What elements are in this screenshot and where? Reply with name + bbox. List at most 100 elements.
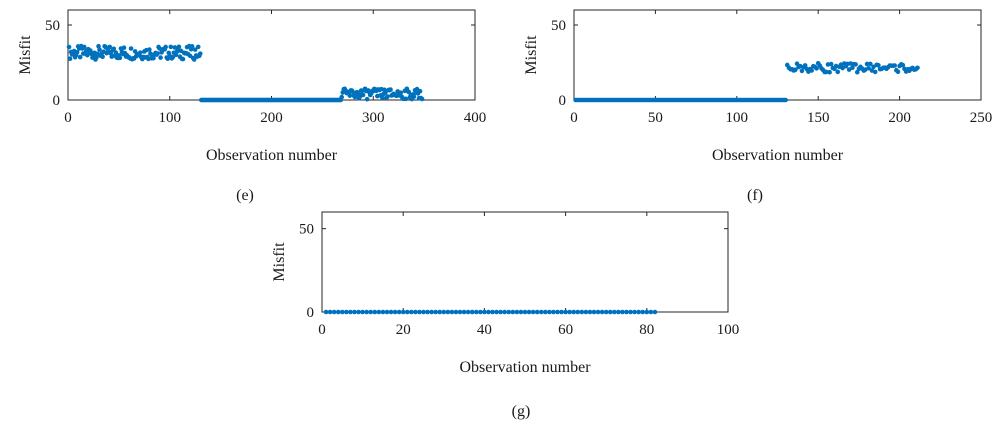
data-point: [547, 309, 552, 315]
data-point: [96, 43, 101, 49]
data-point: [628, 309, 633, 315]
data-point: [579, 309, 585, 315]
data-point: [498, 309, 503, 315]
data-point: [339, 94, 345, 100]
data-point: [392, 309, 398, 315]
data-point: [364, 96, 370, 102]
data-point: [411, 94, 417, 99]
data-point: [607, 309, 613, 315]
data-point: [644, 309, 650, 315]
data-point: [348, 309, 353, 315]
data-point: [872, 69, 878, 75]
data-point: [510, 309, 516, 315]
x-tick-label: 60: [558, 322, 573, 338]
data-point: [419, 96, 425, 102]
chart-panel-e: 0 100 200 300 400 0 50 Observation number Misfit…: [17, 9, 486, 204]
data-point: [502, 309, 508, 315]
x-tick-label: 200: [260, 110, 283, 126]
data-point: [398, 90, 404, 95]
data-point: [486, 309, 491, 315]
data-point: [854, 69, 860, 75]
data-point: [632, 309, 637, 315]
plot-frame: [573, 9, 982, 101]
data-point: [583, 309, 589, 315]
data-point: [356, 309, 361, 315]
x-tick-label: 100: [717, 322, 740, 338]
data-point: [189, 44, 195, 49]
data-point: [417, 309, 422, 315]
data-point: [66, 44, 72, 50]
data-point: [620, 309, 625, 315]
data-point: [469, 309, 475, 315]
data-point: [551, 309, 556, 315]
y-tick-label: 50: [45, 18, 60, 34]
y-axis-label: Misfit: [17, 35, 34, 75]
data-point: [388, 309, 394, 315]
data-point: [107, 44, 113, 50]
data-point: [364, 309, 369, 315]
data-point: [915, 65, 920, 71]
data-point: [567, 309, 572, 315]
data-point: [97, 47, 102, 53]
data-point: [453, 309, 459, 315]
data-point: [74, 49, 80, 55]
data-point: [603, 309, 609, 315]
data-point: [449, 309, 455, 315]
x-axis-label: Observation number: [459, 359, 591, 376]
x-tick-label: 300: [362, 110, 385, 126]
data-point: [380, 95, 385, 101]
data-point: [559, 309, 564, 315]
data-point: [335, 309, 341, 315]
data-point: [530, 309, 536, 315]
data-point: [121, 45, 127, 51]
y-tick-label: 0: [53, 93, 61, 109]
data-point: [180, 56, 186, 62]
data-point: [404, 309, 410, 315]
x-tick-label: 100: [726, 110, 749, 126]
data-point: [587, 309, 593, 315]
data-point: [128, 46, 134, 51]
data-point: [526, 309, 532, 315]
data-point: [490, 309, 495, 315]
data-point: [612, 309, 617, 315]
data-point: [827, 69, 832, 75]
x-tick-label: 150: [807, 110, 830, 126]
data-point: [113, 50, 119, 55]
data-point: [895, 69, 901, 75]
data-point: [197, 51, 203, 56]
data-point: [473, 309, 479, 315]
x-tick-label: 200: [888, 110, 911, 126]
panel-label: (e): [236, 187, 254, 204]
data-point: [445, 309, 451, 315]
data-point: [866, 65, 871, 71]
x-tick-label: 20: [396, 322, 411, 338]
data-point: [850, 65, 855, 70]
data-point: [409, 309, 414, 315]
data-point: [783, 97, 788, 103]
data-point: [853, 62, 858, 67]
data-point: [494, 309, 499, 315]
x-tick-label: 100: [159, 110, 182, 126]
data-point: [81, 44, 87, 50]
y-axis-label: Misfit: [271, 242, 288, 282]
data-point: [413, 309, 418, 315]
data-point: [828, 61, 834, 67]
data-point: [323, 309, 329, 315]
data-point: [867, 61, 873, 67]
data-point: [461, 309, 467, 315]
x-axis-label: Observation number: [712, 147, 844, 164]
x-tick-label: 40: [477, 322, 492, 338]
x-tick-label: 0: [318, 322, 326, 338]
data-point: [793, 67, 798, 73]
data-point: [327, 309, 333, 315]
plot-frame: [321, 211, 729, 313]
data-point: [478, 309, 483, 315]
data-point: [100, 54, 105, 60]
data-point: [372, 309, 378, 315]
y-axis-label: Misfit: [523, 35, 540, 75]
data-point: [429, 309, 434, 315]
data-point: [163, 44, 168, 50]
data-point: [417, 88, 423, 94]
data-point: [195, 44, 201, 50]
